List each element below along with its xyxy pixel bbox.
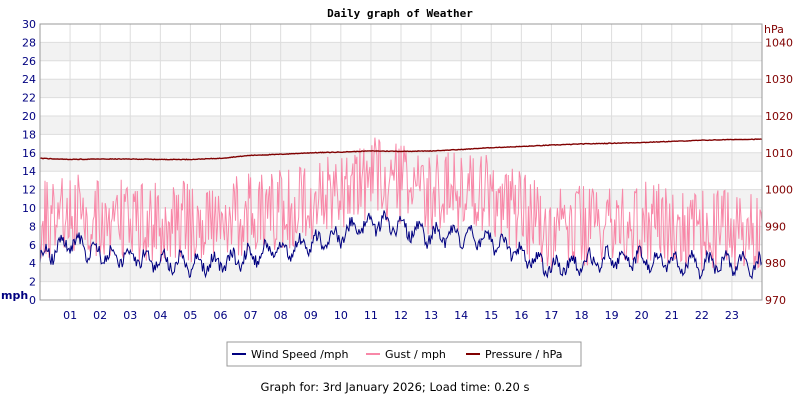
x-tick-label: 11: [364, 309, 378, 322]
x-tick-label: 21: [665, 309, 679, 322]
x-axis-ticks: 01 02 03 04 05 06 07 08 09 10 11 12 13 14 15 16 17 18 19 20…: [63, 309, 739, 322]
series-layer: [39, 137, 763, 280]
footer-text: Graph for: 3rd January 2026; Load time: …: [261, 380, 530, 394]
left-tick-label: 14: [22, 165, 36, 178]
left-tick-label: 12: [22, 184, 36, 197]
chart-title: Daily graph of Weather: [327, 7, 473, 20]
x-tick-label: 08: [274, 309, 288, 322]
left-axis-label: mph: [1, 289, 28, 302]
x-tick-label: 02: [93, 309, 107, 322]
legend: Wind Speed /mph Gust / mph Pressure / hP…: [226, 341, 582, 367]
x-tick-label: 22: [695, 309, 709, 322]
x-tick-label: 19: [605, 309, 619, 322]
x-tick-label: 18: [575, 309, 589, 322]
left-tick-label: 2: [29, 276, 36, 289]
right-tick-label: 1030: [765, 73, 793, 86]
right-tick-label: 980: [765, 257, 786, 270]
right-tick-label: 1020: [765, 110, 793, 123]
x-tick-label: 03: [123, 309, 137, 322]
left-tick-label: 28: [22, 36, 36, 49]
x-tick-label: 15: [484, 309, 498, 322]
right-axis-label: hPa: [764, 23, 784, 36]
left-tick-label: 30: [22, 18, 36, 31]
x-tick-label: 23: [725, 309, 739, 322]
left-tick-label: 16: [22, 147, 36, 160]
x-tick-label: 06: [214, 309, 228, 322]
right-tick-label: 1000: [765, 184, 793, 197]
left-tick-label: 10: [22, 202, 36, 215]
x-tick-label: 17: [544, 309, 558, 322]
legend-box: [226, 341, 582, 367]
left-tick-label: 18: [22, 128, 36, 141]
legend-label-pressure: Pressure / hPa: [485, 348, 563, 361]
right-tick-label: 1010: [765, 147, 793, 160]
left-tick-label: 6: [29, 239, 36, 252]
x-tick-label: 01: [63, 309, 77, 322]
legend-label-gust: Gust / mph: [385, 348, 446, 361]
x-tick-label: 04: [153, 309, 167, 322]
plot-frame: [39, 23, 763, 301]
right-tick-label: 970: [765, 294, 786, 307]
legend-label-wind: Wind Speed /mph: [251, 348, 349, 361]
x-tick-label: 20: [635, 309, 649, 322]
x-tick-label: 07: [244, 309, 258, 322]
left-tick-label: 26: [22, 55, 36, 68]
right-axis-ticks: 970 980 990 1000 1010 1020 1030 1040: [765, 36, 793, 307]
x-tick-label: 09: [304, 309, 318, 322]
left-tick-label: 0: [29, 294, 36, 307]
x-tick-label: 12: [394, 309, 408, 322]
series-line-pressure: [39, 138, 763, 161]
x-tick-label: 16: [514, 309, 528, 322]
series-line-wind: [39, 210, 763, 280]
left-tick-label: 8: [29, 220, 36, 233]
x-tick-label: 10: [334, 309, 348, 322]
left-tick-label: 24: [22, 73, 36, 86]
left-tick-label: 20: [22, 110, 36, 123]
right-tick-label: 990: [765, 220, 786, 233]
x-tick-label: 13: [424, 309, 438, 322]
left-tick-label: 22: [22, 92, 36, 105]
left-tick-label: 4: [29, 257, 36, 270]
x-tick-label: 14: [454, 309, 468, 322]
x-tick-label: 05: [183, 309, 197, 322]
right-tick-label: 1040: [765, 36, 793, 49]
